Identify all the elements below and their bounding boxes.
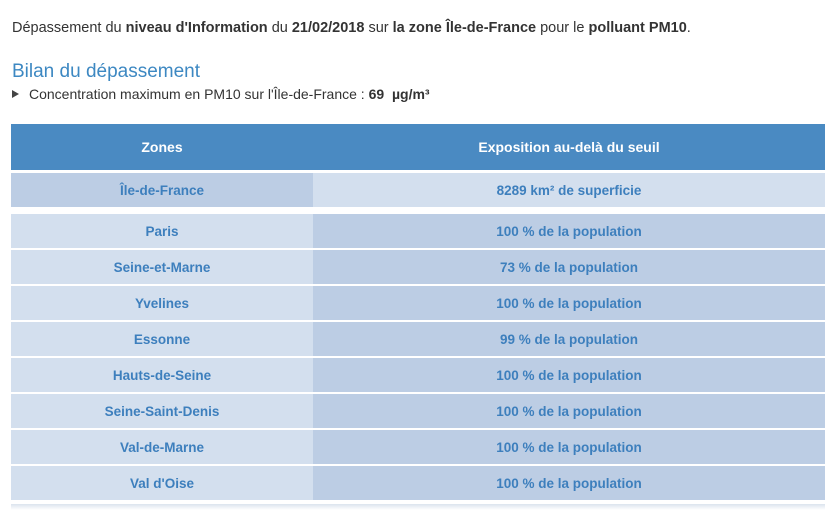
intro-text-2: du	[267, 20, 292, 36]
table-row: Val d'Oise 100 % de la population	[11, 466, 825, 500]
table-row: Paris 100 % de la population	[11, 214, 825, 248]
exposure-cell: 100 % de la population	[313, 286, 825, 320]
max-concentration-line: Concentration maximum en PM10 sur l'Île-…	[12, 86, 430, 102]
triangle-bullet-icon	[12, 90, 19, 98]
table-header: Zones Exposition au-delà du seuil	[11, 124, 825, 170]
alert-pollutant: polluant PM10	[588, 20, 687, 36]
intro-text-3: sur	[364, 20, 393, 36]
intro-text-4: pour le	[536, 20, 589, 36]
header-exposure: Exposition au-delà du seuil	[478, 139, 660, 155]
exposure-cell: 100 % de la population	[313, 430, 825, 464]
table-row: Essonne 99 % de la population	[11, 322, 825, 356]
zone-cell: Seine-Saint-Denis	[11, 394, 313, 428]
max-concentration-unit: µg/m³	[391, 86, 430, 102]
zone-cell: Seine-et-Marne	[11, 250, 313, 284]
table-row: Hauts-de-Seine 100 % de la population	[11, 358, 825, 392]
zone-cell: Yvelines	[11, 286, 313, 320]
max-concentration-value: 69	[368, 86, 385, 102]
table-row: Seine-Saint-Denis 100 % de la population	[11, 394, 825, 428]
exposure-table: Zones Exposition au-delà du seuil Île-de…	[11, 124, 825, 500]
header-zones: Zones	[141, 139, 183, 155]
table-row: Seine-et-Marne 73 % de la population	[11, 250, 825, 284]
zone-cell: Val-de-Marne	[11, 430, 313, 464]
zone-cell: Paris	[11, 214, 313, 248]
alert-zone: la zone Île-de-France	[392, 20, 537, 36]
table-row: Yvelines 100 % de la population	[11, 286, 825, 320]
zone-cell: Val d'Oise	[11, 466, 313, 500]
intro-sentence: Dépassement du niveau d'Information du 2…	[12, 20, 691, 36]
exposure-cell: 100 % de la population	[313, 394, 825, 428]
exposure-cell: 8289 km² de superficie	[313, 173, 825, 207]
alert-date: 21/02/2018	[291, 20, 365, 36]
table-bottom-shadow	[11, 504, 825, 510]
exposure-cell: 99 % de la population	[313, 322, 825, 356]
zone-cell: Hauts-de-Seine	[11, 358, 313, 392]
intro-text-5: .	[686, 20, 691, 36]
section-title: Bilan du dépassement	[12, 61, 201, 82]
exposure-cell: 73 % de la population	[313, 250, 825, 284]
exposure-cell: 100 % de la population	[313, 214, 825, 248]
table-row-region: Île-de-France 8289 km² de superficie	[11, 173, 825, 207]
intro-text-1: Dépassement du	[12, 20, 126, 36]
zone-cell: Île-de-France	[11, 173, 313, 207]
zone-cell: Essonne	[11, 322, 313, 356]
alert-level: niveau d'Information	[125, 20, 268, 36]
exposure-cell: 100 % de la population	[313, 466, 825, 500]
table-row: Val-de-Marne 100 % de la population	[11, 430, 825, 464]
exposure-cell: 100 % de la population	[313, 358, 825, 392]
max-concentration-label: Concentration maximum en PM10 sur l'Île-…	[29, 86, 369, 102]
